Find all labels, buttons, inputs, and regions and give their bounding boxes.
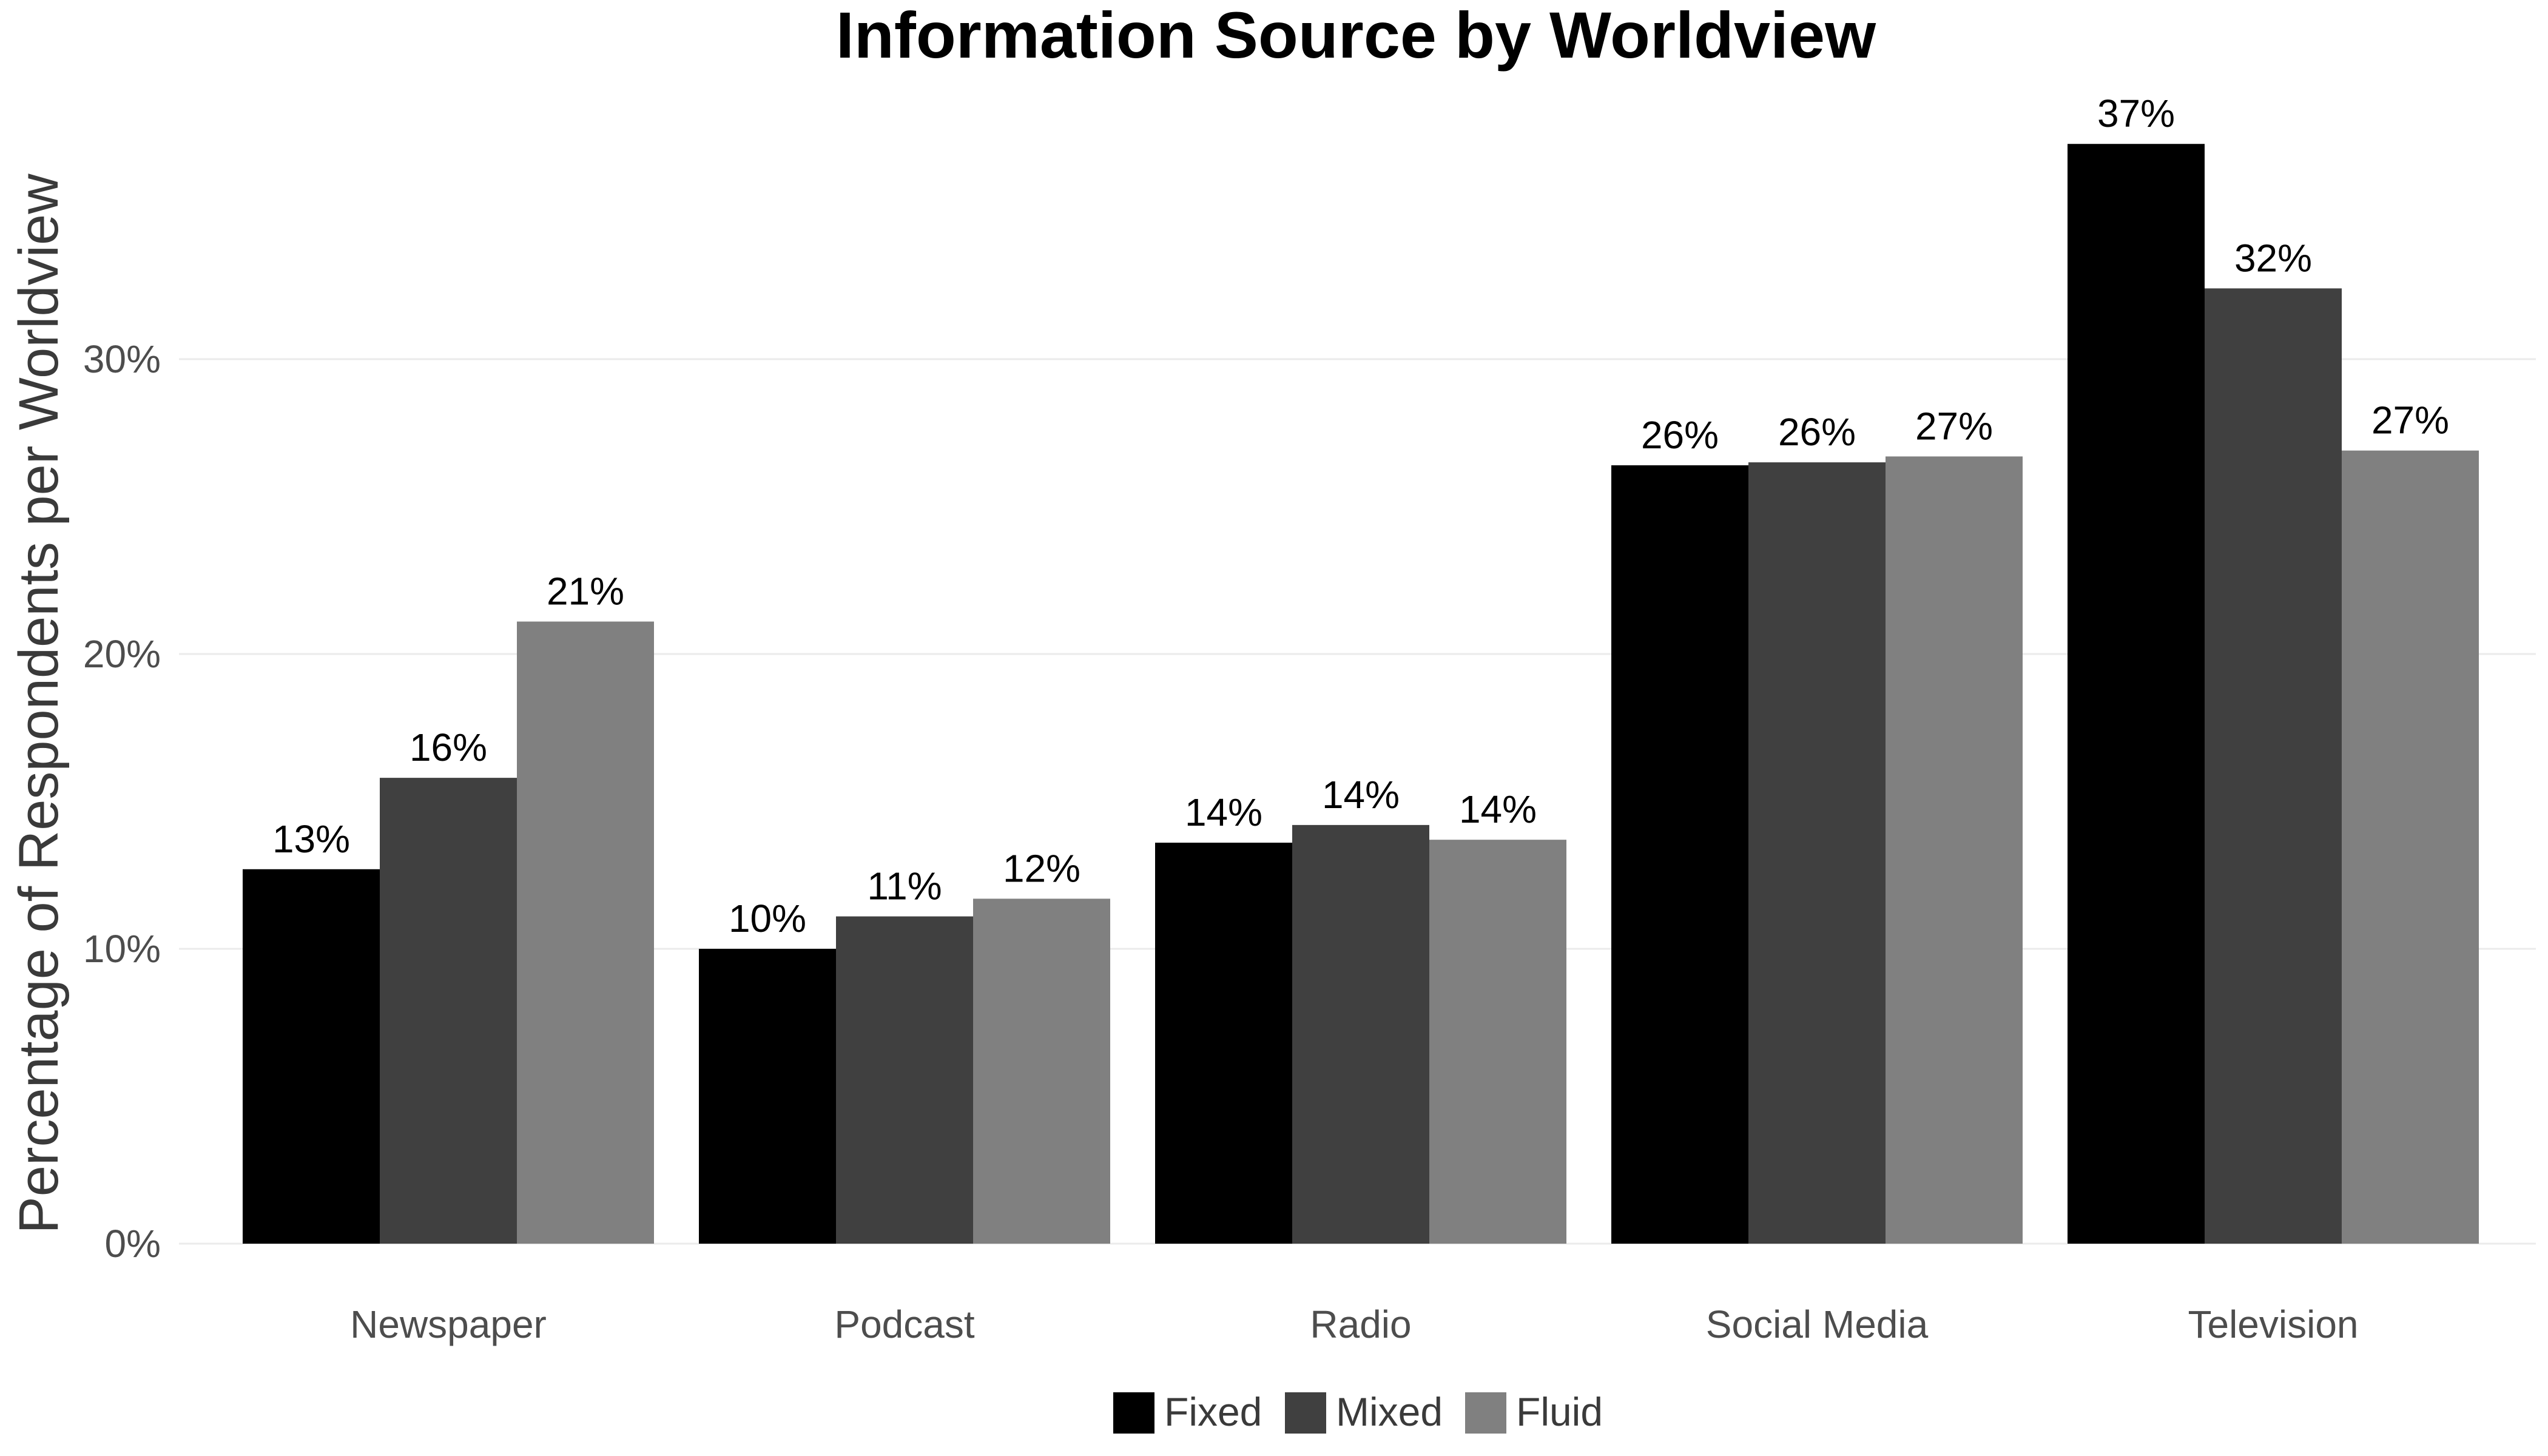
bar-fixed bbox=[243, 869, 380, 1244]
chart-title: Information Source by Worldview bbox=[836, 0, 1876, 72]
data-label: 14% bbox=[1459, 787, 1537, 831]
bar-fixed bbox=[1611, 465, 1748, 1244]
bar-fixed bbox=[1155, 843, 1292, 1244]
data-label: 11% bbox=[867, 864, 942, 908]
bar-fluid bbox=[1429, 840, 1566, 1244]
legend-swatch-fluid bbox=[1465, 1392, 1506, 1434]
data-label: 26% bbox=[1778, 410, 1856, 454]
legend-swatch-mixed bbox=[1285, 1392, 1326, 1434]
data-label: 14% bbox=[1322, 773, 1400, 817]
legend-swatch-fixed bbox=[1113, 1392, 1154, 1434]
legend: Fixed Mixed Fluid bbox=[1113, 1389, 1603, 1434]
x-category-label: Radio bbox=[1310, 1303, 1411, 1346]
bar-mixed bbox=[836, 916, 973, 1244]
data-label: 21% bbox=[547, 570, 624, 613]
data-label: 12% bbox=[1003, 846, 1080, 890]
bar-mixed bbox=[2205, 288, 2342, 1244]
x-category-label: Newspaper bbox=[350, 1303, 547, 1346]
data-label: 37% bbox=[2097, 92, 2175, 135]
bar-fluid bbox=[973, 898, 1110, 1244]
x-category-label: Podcast bbox=[834, 1303, 974, 1346]
x-category-label: Television bbox=[2188, 1303, 2358, 1346]
bar-mixed bbox=[1292, 824, 1429, 1244]
y-tick-label: 30% bbox=[83, 337, 161, 381]
x-category-label: Social Media bbox=[1706, 1303, 1929, 1346]
legend-label: Fixed bbox=[1164, 1389, 1262, 1434]
data-label: 10% bbox=[729, 897, 806, 940]
legend-label: Mixed bbox=[1336, 1389, 1443, 1434]
bar-fluid bbox=[2342, 450, 2479, 1244]
data-labels: 13% 16% 21% 10% 11% 12% 14% 14% 14% 26% 26% 27% 37% 3… bbox=[272, 92, 2449, 940]
x-axis-categories: Newspaper Podcast Radio Social Media Televis… bbox=[350, 1303, 2358, 1346]
bar-mixed bbox=[1748, 462, 1886, 1244]
y-axis-label: Percentage of Respondents per Worldview bbox=[8, 174, 70, 1234]
data-label: 14% bbox=[1185, 790, 1262, 834]
y-tick-label: 10% bbox=[83, 927, 161, 971]
data-label: 32% bbox=[2234, 236, 2312, 280]
data-label: 27% bbox=[2371, 399, 2449, 442]
bars bbox=[243, 144, 2479, 1244]
bar-fixed bbox=[699, 949, 836, 1244]
y-axis-ticks: 0% 10% 20% 30% bbox=[83, 337, 161, 1266]
y-tick-label: 0% bbox=[105, 1222, 161, 1266]
data-label: 16% bbox=[410, 726, 487, 769]
bar-fluid bbox=[1886, 456, 2023, 1244]
data-label: 27% bbox=[1915, 404, 1993, 448]
data-label: 13% bbox=[272, 817, 350, 861]
y-tick-label: 20% bbox=[83, 632, 161, 676]
bar-mixed bbox=[380, 778, 517, 1244]
bar-fixed bbox=[2068, 144, 2205, 1244]
bar-fluid bbox=[517, 621, 654, 1244]
data-label: 26% bbox=[1641, 413, 1719, 457]
legend-label: Fluid bbox=[1516, 1389, 1603, 1434]
